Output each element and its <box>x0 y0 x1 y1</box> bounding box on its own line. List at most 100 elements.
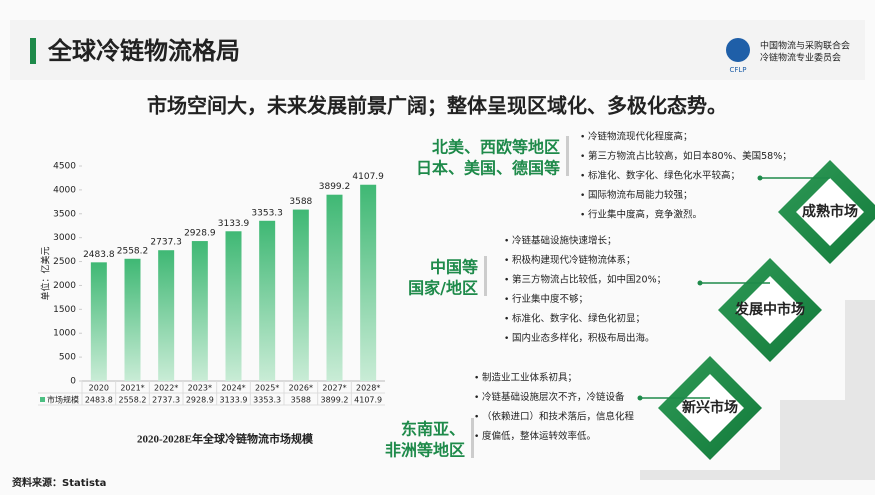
y-tick-label: 3500 <box>53 209 76 219</box>
y-tick-label: 1500 <box>53 305 76 315</box>
y-tick-label: 4500 <box>53 162 76 172</box>
table-value: 2737.3 <box>152 396 180 405</box>
y-tick-label: 500 <box>59 353 76 363</box>
bullet-dot: • <box>580 133 585 143</box>
stage-inner <box>736 276 804 344</box>
legend-label: 市场规模 <box>47 395 79 405</box>
data-label: 2737.3 <box>150 238 182 248</box>
bullet-text: 制造业工业体系初具； <box>482 372 577 384</box>
source: 资料来源：Statista <box>12 476 106 489</box>
logo-icon <box>726 38 750 62</box>
bar <box>124 258 141 381</box>
title-bar <box>30 38 36 64</box>
y-tick-label: 4000 <box>53 185 76 195</box>
chart-title: 2020-2028E年全球冷链物流市场规模 <box>137 432 314 446</box>
bullet-dot: • <box>504 276 509 286</box>
bar <box>225 231 242 381</box>
stage-inner <box>676 374 744 442</box>
region-label: 中国等 <box>430 258 478 277</box>
y-tick-label: 2000 <box>53 281 76 291</box>
bar <box>191 241 208 381</box>
y-tick-label: 2500 <box>53 257 76 267</box>
connector-dot <box>697 280 703 286</box>
data-label: 4107.9 <box>352 172 384 182</box>
data-label: 3899.2 <box>319 182 351 192</box>
x-tick-label: 2025* <box>255 384 279 393</box>
legend-swatch <box>40 397 45 402</box>
stage-label: 成熟市场 <box>802 203 858 220</box>
bullet-text: 国际物流布局能力较强； <box>588 189 693 201</box>
bullet-text: 度偏低，整体运转效率低。 <box>482 430 596 442</box>
y-axis-label: 单位：亿美元 <box>40 246 52 300</box>
bullet-text: 行业集中度高，竞争激烈。 <box>588 209 702 221</box>
region-label: 北美、西欧等地区 <box>432 138 560 157</box>
stage-label: 发展中市场 <box>734 301 805 318</box>
bullet-dot: • <box>580 211 585 221</box>
data-label: 3353.3 <box>251 208 283 218</box>
bullet-text: （依赖进口）和技术落后，信息化程 <box>482 411 635 423</box>
bullet-dot: • <box>504 334 509 344</box>
logo-text: 中国物流与采购联合会 <box>760 40 850 52</box>
bullet-dot: • <box>580 191 585 201</box>
stair-shadow <box>640 300 875 480</box>
bullet-dot: • <box>580 152 585 162</box>
data-label: 2928.9 <box>184 229 216 239</box>
table-value: 3899.2 <box>321 396 349 405</box>
table-value: 2483.8 <box>85 396 113 405</box>
header-band <box>10 20 865 80</box>
region-divider <box>484 256 487 296</box>
bullet-text: 冷链基础设施层次不齐，冷链设备 <box>482 391 625 403</box>
bullet-text: 冷链物流现代化程度高； <box>588 131 693 143</box>
logo-text: 冷链物流专业委员会 <box>760 52 841 64</box>
x-tick-label: 2026* <box>289 384 313 393</box>
logo-mark: CFLP <box>729 66 746 74</box>
data-label: 2558.2 <box>117 246 149 256</box>
region-label: 日本、美国、德国等 <box>416 159 560 178</box>
bar <box>259 220 276 381</box>
x-tick-label: 2021* <box>120 384 144 393</box>
y-tick-label: 3000 <box>53 233 76 243</box>
connector-dot <box>637 395 643 401</box>
bullet-dot: • <box>474 393 479 403</box>
bar <box>158 250 175 381</box>
bullet-text: 冷链基础设施快速增长； <box>512 235 617 247</box>
region-label: 非洲等地区 <box>385 441 465 460</box>
x-tick-label: 2022* <box>154 384 178 393</box>
bullet-dot: • <box>474 432 479 442</box>
region-label: 国家/地区 <box>408 279 478 298</box>
bullet-text: 国内业态多样化，积极布局出海。 <box>512 332 655 344</box>
data-label: 3588 <box>289 197 312 207</box>
bullet-text: 标准化、数字化、绿色化初显； <box>512 313 645 325</box>
table-value: 3588 <box>291 396 311 405</box>
table-value: 4107.9 <box>354 396 382 405</box>
bullet-text: 第三方物流占比较高，如日本80%、美国58%； <box>588 150 792 162</box>
subtitle: 市场空间大，未来发展前景广阔；整体呈现区域化、多极化态势。 <box>147 94 727 118</box>
table-value: 2558.2 <box>119 396 147 405</box>
bullet-dot: • <box>504 315 509 325</box>
bullet-dot: • <box>474 374 479 384</box>
bar <box>326 194 343 381</box>
table-value: 2928.9 <box>186 396 214 405</box>
table-value: 3133.9 <box>220 396 248 405</box>
stairs <box>640 300 875 480</box>
bar <box>292 209 309 381</box>
bullet-dot: • <box>504 256 509 266</box>
data-label: 3133.9 <box>218 219 250 229</box>
bullet-dot: • <box>504 237 509 247</box>
x-tick-label: 2028* <box>356 384 380 393</box>
bullet-dot: • <box>580 172 585 182</box>
bullet-text: 积极构建现代冷链物流体系； <box>512 254 636 266</box>
connector-dot <box>757 175 763 181</box>
x-tick-label: 2024* <box>221 384 245 393</box>
region-label: 东南亚、 <box>401 420 465 439</box>
bullet-text: 标准化、数字化、绿色化水平较高； <box>588 170 740 182</box>
bar <box>360 184 377 381</box>
bullet-dot: • <box>504 295 509 305</box>
bar <box>90 262 107 381</box>
data-label: 2483.8 <box>83 250 115 260</box>
bullet-text: 第三方物流占比较低，如中国20%； <box>512 274 666 286</box>
x-tick-label: 2023* <box>188 384 212 393</box>
y-tick-label: 1000 <box>53 329 76 339</box>
x-tick-label: 2020 <box>89 384 109 393</box>
